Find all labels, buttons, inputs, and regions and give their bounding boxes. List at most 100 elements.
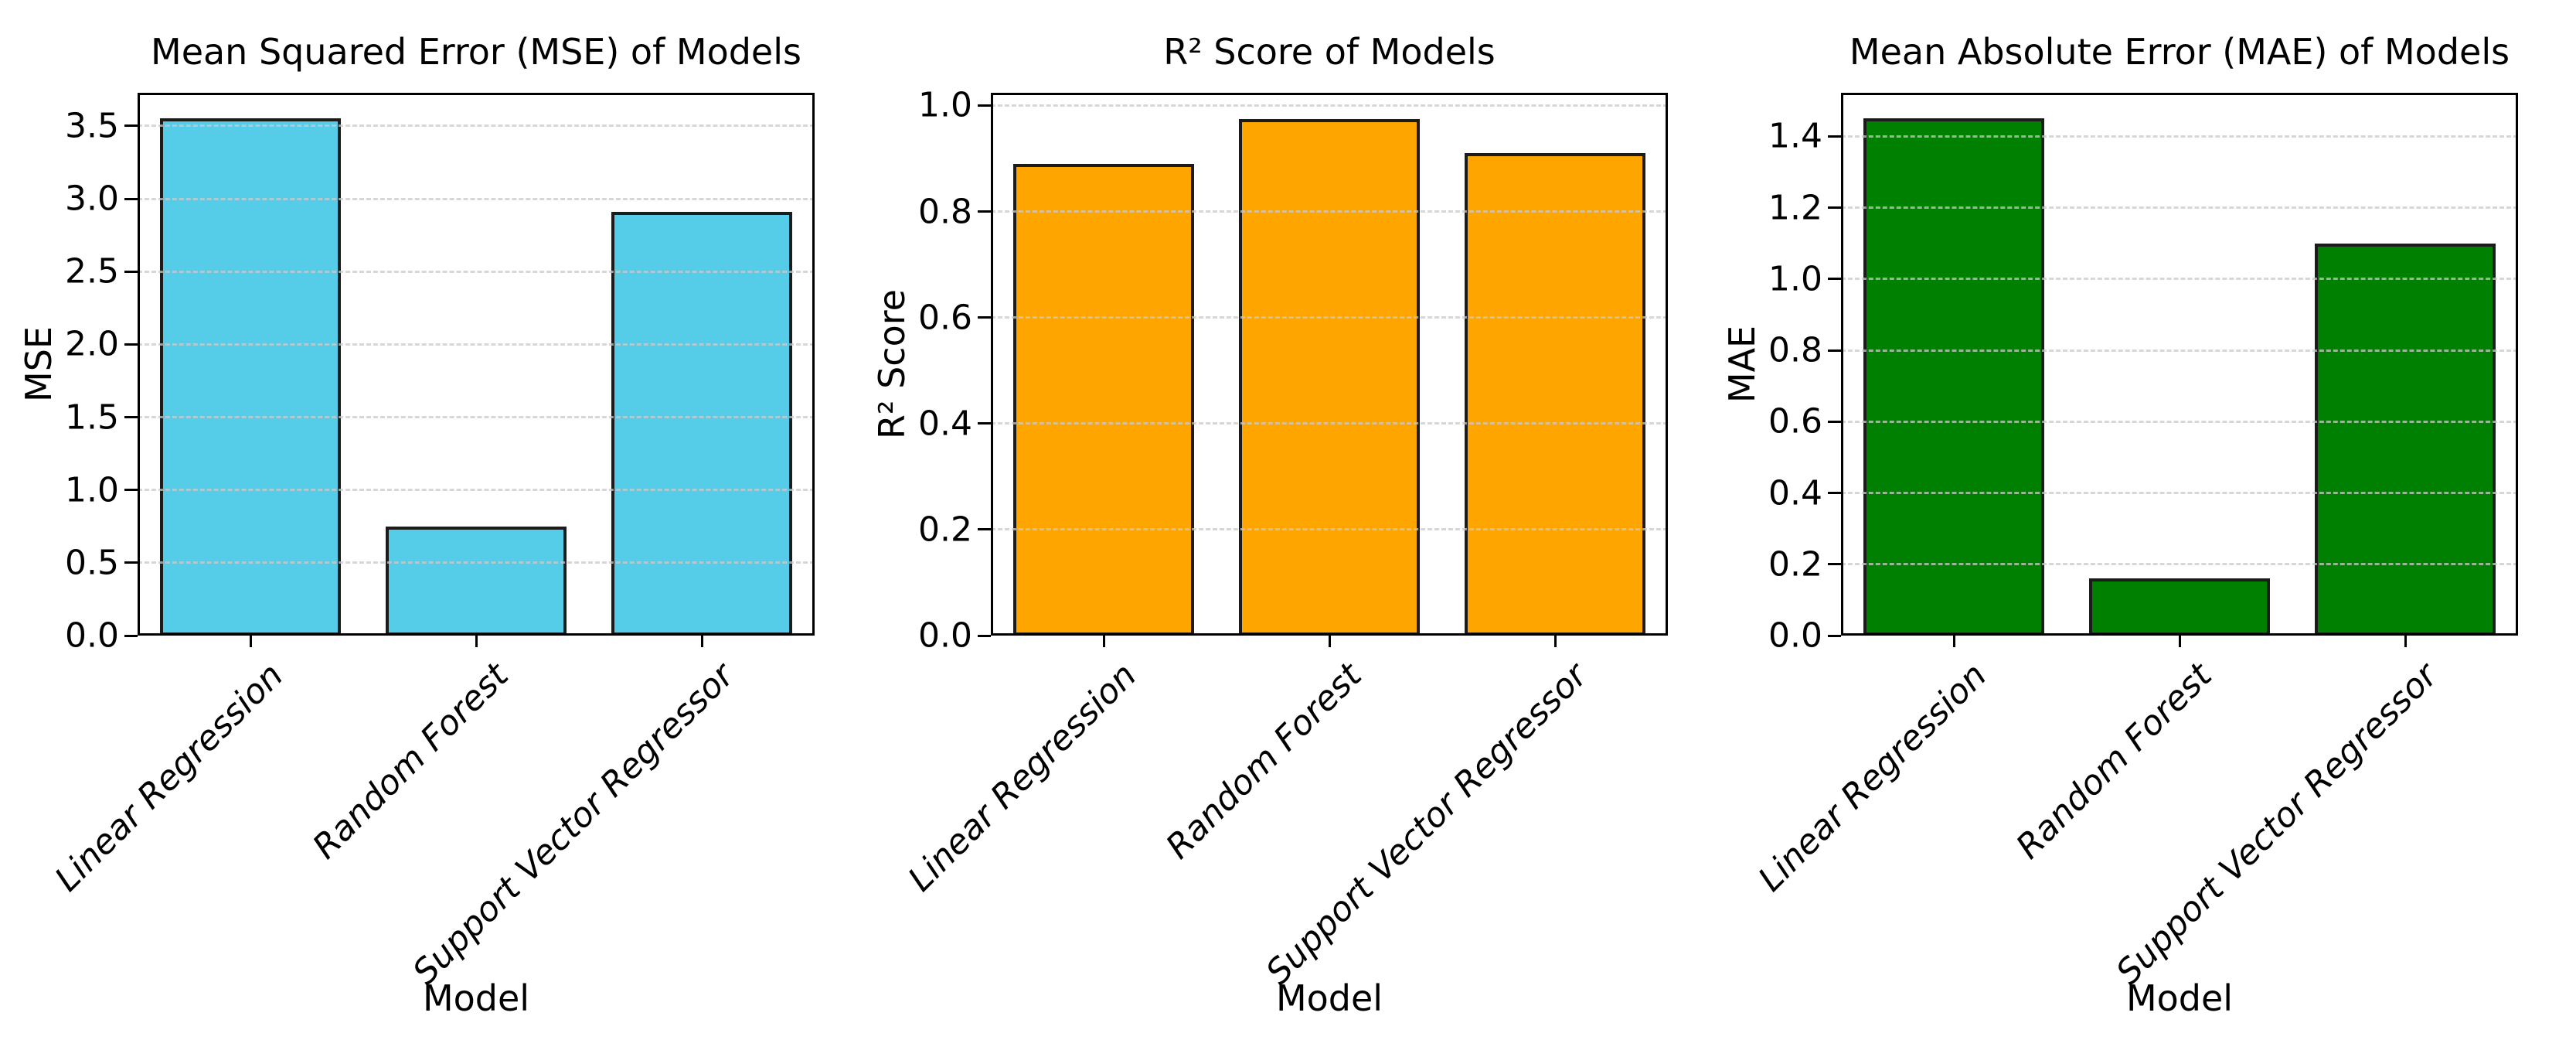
bar-support-vector-regressor xyxy=(2315,243,2496,636)
chart-title: Mean Absolute Error (MAE) of Models xyxy=(1849,31,2510,73)
xtick-label-linear-regression: Linear Regression xyxy=(1751,656,1995,899)
ytick-label: 0.0 xyxy=(918,615,972,656)
ytick-label: 0.8 xyxy=(1768,330,1822,370)
gridline-y-1.0 xyxy=(991,104,1668,107)
ytick-mark xyxy=(124,197,138,200)
ytick-mark xyxy=(1828,492,1841,495)
ytick-label: 0.6 xyxy=(918,298,972,338)
subplot-mse: Mean Squared Error (MSE) of Models MSE 0… xyxy=(18,0,815,1057)
gridline-y-0.4 xyxy=(991,422,1668,425)
ytick-mark xyxy=(1828,206,1841,210)
bar-linear-regression xyxy=(160,118,341,636)
xtick-mark xyxy=(700,636,703,647)
y-axis-label: MAE xyxy=(1721,325,1763,404)
ytick-label: 0.0 xyxy=(1768,615,1822,656)
plot-area-mae: 0.0 0.2 0.4 0.6 0.8 1.0 1.2 1.4 Linear Regressio… xyxy=(1751,93,2518,992)
xtick-label-random-forest: Random Forest xyxy=(1159,656,1370,867)
x-axis-label: Model xyxy=(1275,977,1383,1019)
ytick-label: 0.8 xyxy=(918,192,972,232)
ytick-mark xyxy=(124,343,138,346)
ytick-mark xyxy=(1828,349,1841,352)
xtick-label-linear-regression: Linear Regression xyxy=(47,656,291,899)
xtick-mark xyxy=(1952,636,1955,647)
ytick-label: 0.6 xyxy=(1768,401,1822,442)
gridline-y-1.0 xyxy=(138,489,815,492)
xtick-mark xyxy=(1328,636,1331,647)
ytick-label: 1.2 xyxy=(1768,188,1822,228)
ytick-label: 3.0 xyxy=(65,179,119,219)
xtick-label-random-forest: Random Forest xyxy=(2009,656,2220,867)
ytick-mark xyxy=(124,561,138,564)
gridline-y-0.2 xyxy=(1841,563,2518,566)
plot-area-mse: 0.0 0.5 1.0 1.5 2.0 2.5 3.0 3.5 Linear Regressio… xyxy=(47,93,815,992)
bar-random-forest xyxy=(1239,118,1420,636)
ytick-label: 1.0 xyxy=(918,85,972,125)
gridline-y-3.0 xyxy=(138,197,815,200)
ytick-label: 1.0 xyxy=(1768,259,1822,299)
bar-linear-regression xyxy=(1013,163,1194,636)
gridline-y-0.4 xyxy=(1841,492,2518,495)
gridline-y-2.5 xyxy=(138,270,815,273)
subplot-mae: Mean Absolute Error (MAE) of Models MAE … xyxy=(1721,0,2518,1057)
gridline-y-0.6 xyxy=(1841,420,2518,423)
xtick-mark xyxy=(2404,636,2407,647)
xtick-mark xyxy=(2178,636,2181,647)
ytick-label: 2.5 xyxy=(65,251,119,292)
y-axis-label: R² Score xyxy=(871,289,913,439)
ytick-mark xyxy=(124,416,138,418)
gridline-y-1.0 xyxy=(1841,278,2518,281)
bar-random-forest xyxy=(386,526,567,636)
y-axis-label: MSE xyxy=(18,326,60,402)
gridline-y-1.4 xyxy=(1841,135,2518,138)
ytick-mark xyxy=(1828,563,1841,566)
ytick-mark xyxy=(124,634,138,637)
ytick-mark xyxy=(124,124,138,128)
ytick-mark xyxy=(1828,420,1841,423)
chart-title: R² Score of Models xyxy=(1163,31,1496,73)
ytick-mark xyxy=(978,528,991,531)
ytick-mark xyxy=(978,316,991,319)
ytick-label: 0.0 xyxy=(65,615,119,656)
ytick-mark xyxy=(1828,634,1841,637)
gridline-y-2.0 xyxy=(138,343,815,346)
ytick-mark xyxy=(978,104,991,107)
ytick-mark xyxy=(1828,278,1841,281)
ytick-label: 1.5 xyxy=(65,397,119,437)
x-axis-label: Model xyxy=(2125,977,2234,1019)
ytick-label: 2.0 xyxy=(65,324,119,364)
bar-support-vector-regressor xyxy=(611,211,792,636)
subplot-r2: R² Score of Models R² Score 0.0 0.2 0.4 0.6… xyxy=(871,0,1668,1057)
bar-linear-regression xyxy=(1863,118,2044,636)
gridline-y-1.2 xyxy=(1841,206,2518,210)
ytick-mark xyxy=(124,489,138,492)
ytick-label: 0.2 xyxy=(1768,544,1822,585)
ytick-mark xyxy=(978,210,991,213)
gridline-y-3.5 xyxy=(138,124,815,128)
ytick-mark xyxy=(978,422,991,425)
ytick-label: 0.2 xyxy=(918,510,972,550)
xtick-mark xyxy=(1102,636,1105,647)
bar-support-vector-regressor xyxy=(1465,153,1645,636)
x-axis-label: Model xyxy=(422,977,530,1019)
ytick-label: 1.0 xyxy=(65,470,119,510)
ytick-label: 0.4 xyxy=(1768,473,1822,513)
ytick-label: 0.4 xyxy=(918,404,972,444)
bar-random-forest xyxy=(2089,578,2270,636)
gridline-y-0.2 xyxy=(991,528,1668,531)
gridline-y-0.8 xyxy=(1841,349,2518,352)
xtick-label-random-forest: Random Forest xyxy=(305,656,517,867)
chart-title: Mean Squared Error (MSE) of Models xyxy=(151,31,801,73)
xtick-label-linear-regression: Linear Regression xyxy=(900,656,1145,899)
gridline-y-0.5 xyxy=(138,561,815,564)
gridline-y-0.6 xyxy=(991,316,1668,319)
ytick-label: 3.5 xyxy=(65,106,119,146)
gridline-y-1.5 xyxy=(138,416,815,418)
xtick-mark xyxy=(1553,636,1557,647)
ytick-mark xyxy=(124,270,138,273)
ytick-label: 1.4 xyxy=(1768,116,1822,156)
ytick-mark xyxy=(978,634,991,637)
ytick-mark xyxy=(1828,135,1841,138)
gridline-y-0.8 xyxy=(991,210,1668,213)
plot-area-r2: 0.0 0.2 0.4 0.6 0.8 1.0 Linear Regression Rando… xyxy=(900,86,1668,992)
